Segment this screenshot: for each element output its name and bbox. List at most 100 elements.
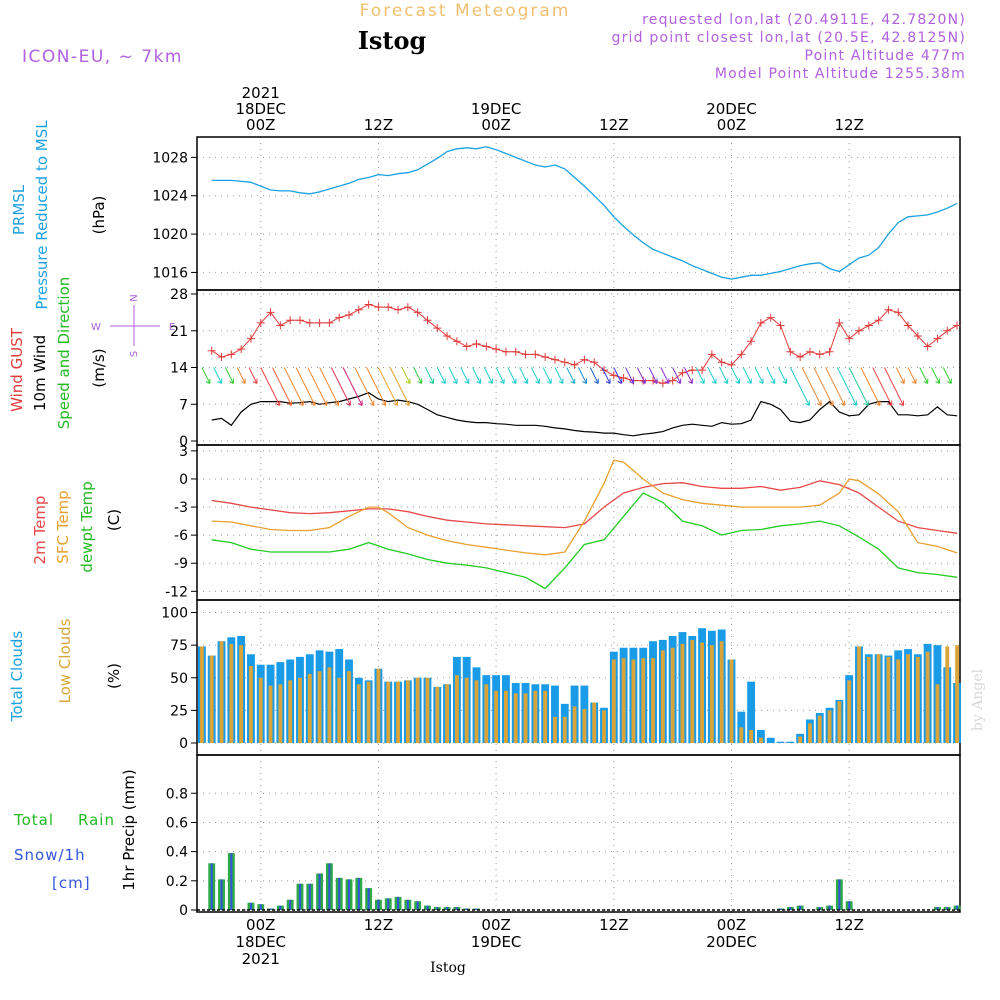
gust-line xyxy=(211,303,958,384)
temp-label-1: 2m Temp xyxy=(31,496,49,565)
y-tick-label: 0 xyxy=(179,472,188,488)
gust-marker xyxy=(786,347,795,356)
y-tick-label: 0.2 xyxy=(166,874,188,890)
y-tick-label: 0 xyxy=(179,434,188,450)
requested-coords: requested lon,lat (20.4911E, 42.7820N) xyxy=(642,12,966,28)
y-tick-label: 0.6 xyxy=(166,815,188,831)
gust-marker xyxy=(305,318,314,327)
clouds-label-2: Low Clouds xyxy=(56,618,74,703)
y-tick-label: -6 xyxy=(174,528,188,544)
low-cloud-bar xyxy=(317,671,322,743)
low-cloud-bar xyxy=(915,656,920,743)
snow-bar xyxy=(936,907,939,910)
time-label-top: 2021 xyxy=(242,84,280,102)
low-cloud-bar xyxy=(337,677,342,743)
gust-marker xyxy=(237,345,246,354)
precip-label-rain: Rain xyxy=(78,811,115,829)
wind-arrow xyxy=(778,367,788,384)
gust-marker xyxy=(315,318,324,327)
wind-compass-icon: N S W E xyxy=(91,294,175,357)
gust-marker xyxy=(835,318,844,327)
low-cloud-bar xyxy=(484,684,489,743)
total-cloud-bar xyxy=(747,681,756,743)
temp-2m-line xyxy=(211,480,958,534)
pressure-line xyxy=(211,146,958,280)
snow-bar xyxy=(789,907,792,910)
y-tick-label: -12 xyxy=(165,584,188,600)
wind-arrow xyxy=(413,367,423,384)
time-label-top: 12Z xyxy=(599,116,628,134)
snow-bar xyxy=(328,863,331,910)
gust-marker xyxy=(276,321,285,330)
wind-arrow xyxy=(248,367,258,384)
gust-marker xyxy=(374,303,383,312)
low-cloud-bar xyxy=(758,737,763,743)
wind-arrow xyxy=(507,367,517,384)
wind-label-2: 10m Wind xyxy=(31,335,49,411)
gust-marker xyxy=(619,374,628,382)
low-cloud-bar xyxy=(396,681,400,743)
gust-marker xyxy=(747,337,756,346)
gust-marker xyxy=(286,316,295,325)
y-tick-label: -9 xyxy=(174,556,188,572)
snow-bar xyxy=(298,883,302,910)
low-cloud-bar xyxy=(209,655,214,743)
low-cloud-bar xyxy=(945,646,950,743)
y-tick-label: 1028 xyxy=(152,150,188,166)
total-cloud-bar xyxy=(766,737,775,743)
wind-arrow xyxy=(683,367,693,384)
wind-arrow xyxy=(660,367,670,384)
y-tick-label: 28 xyxy=(170,287,188,303)
low-cloud-bar xyxy=(229,643,234,743)
wind-arrow xyxy=(295,367,316,406)
gust-marker xyxy=(933,334,942,343)
low-cloud-bar xyxy=(925,651,930,743)
snow-bar xyxy=(799,905,802,910)
snow-bar xyxy=(406,899,409,910)
low-cloud-bar xyxy=(258,677,263,743)
low-cloud-bar xyxy=(553,716,557,743)
temp-sfc-line xyxy=(211,459,958,556)
gust-marker xyxy=(766,313,775,322)
snow-bar xyxy=(210,863,213,910)
low-cloud-bar xyxy=(837,701,842,743)
wind-arrow xyxy=(472,367,482,384)
y-tick-label: 1016 xyxy=(152,265,188,281)
gust-marker xyxy=(923,342,932,351)
gust-marker xyxy=(854,326,863,335)
low-cloud-bar xyxy=(219,641,224,743)
wind-arrow xyxy=(460,367,470,384)
panel-1: 1016 1020 1024 1028 xyxy=(152,136,961,291)
time-label-bottom: 00Z xyxy=(481,916,510,934)
y-tick-label: 21 xyxy=(170,324,188,340)
wind-arrow xyxy=(872,367,893,406)
wind-arrow xyxy=(377,367,398,406)
wind-arrow xyxy=(272,367,293,406)
gust-marker xyxy=(511,347,520,356)
gust-marker xyxy=(462,342,471,351)
gust-marker xyxy=(403,303,412,312)
wind-arrow xyxy=(342,367,363,406)
time-label-top: 12Z xyxy=(834,116,863,134)
gust-marker xyxy=(815,350,824,359)
wind-arrow xyxy=(625,367,635,384)
wind-arrow xyxy=(366,367,387,406)
wind-arrow xyxy=(719,367,729,384)
low-cloud-bar xyxy=(866,656,871,743)
wind-arrow xyxy=(848,367,869,406)
wind-arrow xyxy=(519,367,529,384)
wind-arrow xyxy=(813,367,834,406)
wind-arrow xyxy=(895,367,905,384)
time-label-top: 00Z xyxy=(717,116,746,134)
compass-n: N xyxy=(129,294,140,301)
gust-marker xyxy=(698,366,707,375)
low-cloud-bar xyxy=(847,680,852,743)
forecast-title: Forecast Meteogram xyxy=(360,1,571,21)
low-cloud-bar xyxy=(435,686,440,743)
snow-bar xyxy=(446,907,449,910)
chart-layer: 101610201024102807142128-12-9-6-30302550… xyxy=(152,84,962,968)
low-cloud-bar xyxy=(464,677,469,743)
time-label-top: 00Z xyxy=(481,116,510,134)
low-cloud-bar xyxy=(513,693,518,743)
gust-marker xyxy=(492,345,501,354)
